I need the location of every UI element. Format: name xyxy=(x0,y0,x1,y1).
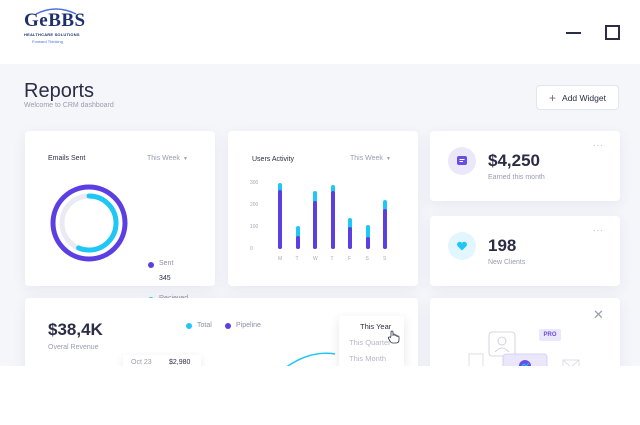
tooltip-value: $2,980 xyxy=(169,359,191,366)
tooltip-date: Oct 23 xyxy=(131,359,152,366)
bar-primary xyxy=(383,209,387,249)
revenue-tooltip: Oct 23 $2,980 xyxy=(123,355,201,366)
y-tick-label: 0 xyxy=(250,246,253,252)
logo-arc-icon xyxy=(35,8,77,15)
maximize-icon[interactable] xyxy=(605,25,620,40)
menu-item-this-month[interactable]: This Month xyxy=(349,354,387,363)
pro-badge: PRO xyxy=(539,329,561,341)
bar-primary xyxy=(278,189,282,249)
sent-legend-label: Sent xyxy=(159,260,174,267)
title-bar: GeBBS HEALTHCARE SOLUTIONS Forward Think… xyxy=(0,0,640,64)
page-subtitle: Welcome to CRM dashboard xyxy=(24,102,114,109)
x-tick-label: F xyxy=(348,256,352,262)
sent-legend-value: 345 xyxy=(159,275,171,282)
minimize-icon[interactable] xyxy=(566,32,581,34)
pipeline-legend-label: Pipeline xyxy=(236,322,261,329)
bar-primary xyxy=(365,236,370,249)
page-title: Reports xyxy=(24,80,95,102)
activity-bar-chart: 300 200 100 0 M T W T F S S xyxy=(228,131,418,286)
dashboard: Reports Welcome to CRM dashboard + Add W… xyxy=(0,64,640,366)
x-tick-label: M xyxy=(278,256,283,262)
more-options-icon[interactable]: ··· xyxy=(593,141,604,150)
bar-primary xyxy=(348,227,352,249)
total-legend-dot xyxy=(186,323,192,329)
gebbs-logo: GeBBS HEALTHCARE SOLUTIONS Forward Think… xyxy=(24,8,88,51)
clients-label: New Clients xyxy=(488,259,526,266)
earned-label: Earned this month xyxy=(488,174,545,181)
hand-cursor-icon xyxy=(388,330,400,344)
revenue-line-chart xyxy=(286,352,336,366)
y-tick-label: 200 xyxy=(250,202,259,208)
emails-sent-card: Emails Sent This Week▼ Sent 345 Recieved… xyxy=(25,131,215,317)
logo-tagline: Forward Thinking xyxy=(32,39,63,44)
users-activity-card: Users Activity This Week ▼ 300 200 100 0 M T W T… xyxy=(228,131,418,286)
add-widget-button[interactable]: + Add Widget xyxy=(536,85,619,110)
x-tick-label: T xyxy=(295,256,299,262)
activity-card-title: Users Activity xyxy=(252,156,295,163)
heart-icon xyxy=(448,232,476,260)
pro-promo-card: ✕ PRO xyxy=(430,298,620,366)
activity-period-dropdown[interactable]: This Week ▼ xyxy=(350,155,391,162)
more-options-icon[interactable]: ··· xyxy=(593,226,604,235)
bar-primary xyxy=(313,200,317,249)
pipeline-legend-dot xyxy=(225,323,231,329)
bar-primary xyxy=(295,235,300,249)
logo-subtitle: HEALTHCARE SOLUTIONS xyxy=(24,32,80,37)
add-widget-label: Add Widget xyxy=(562,92,606,103)
x-tick-label: S xyxy=(365,256,369,262)
y-tick-label: 100 xyxy=(250,224,259,230)
bar-primary xyxy=(330,190,335,249)
y-tick-label: 300 xyxy=(250,180,259,186)
menu-item-this-year[interactable]: This Year xyxy=(360,322,392,331)
emails-period-label: This Week xyxy=(147,155,180,162)
caret-down-icon: ▼ xyxy=(385,156,391,162)
menu-item-this-quarter[interactable]: This Quarter xyxy=(349,338,391,347)
emails-donut-chart xyxy=(50,184,128,262)
close-icon[interactable]: ✕ xyxy=(593,307,604,322)
caret-down-icon: ▼ xyxy=(182,156,188,162)
new-clients-card: 198 New Clients ··· xyxy=(430,216,620,286)
total-series-line xyxy=(286,352,336,366)
revenue-label: Overal Revenue xyxy=(48,344,99,351)
earned-value: $4,250 xyxy=(488,151,540,170)
donut-slice-recieved xyxy=(59,193,119,253)
x-tick-label: W xyxy=(313,256,318,262)
logo-text: GeBBS xyxy=(24,10,86,31)
activity-period-label: This Week xyxy=(350,155,383,162)
clients-value: 198 xyxy=(488,236,517,255)
total-legend-label: Total xyxy=(197,322,212,329)
pro-illustration xyxy=(468,331,580,366)
revenue-value: $38,4K xyxy=(48,320,103,339)
earned-card: $4,250 Earned this month ··· xyxy=(430,131,620,201)
donut-slice-sent xyxy=(50,184,128,262)
emails-period-dropdown[interactable]: This Week ▼ xyxy=(147,155,188,162)
emails-card-title: Emails Sent xyxy=(48,155,86,162)
x-tick-label: T xyxy=(330,256,334,262)
plus-icon: + xyxy=(549,90,557,105)
message-icon xyxy=(448,147,476,175)
sent-legend-dot xyxy=(148,262,154,268)
x-tick-label: S xyxy=(383,256,387,262)
